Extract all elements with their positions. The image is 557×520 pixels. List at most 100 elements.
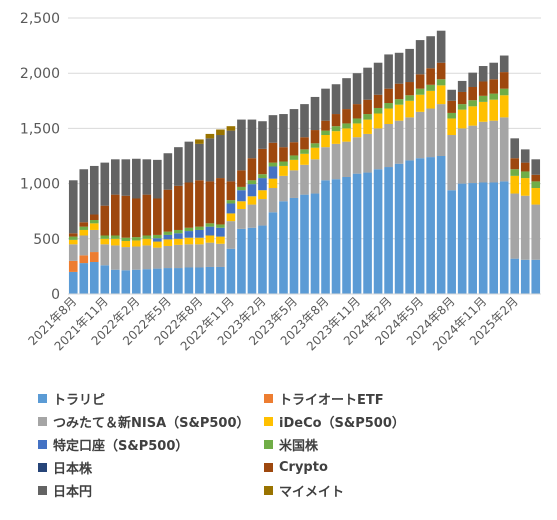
bar-segment bbox=[68, 271, 78, 294]
bar-segment bbox=[142, 245, 152, 270]
bar-segment bbox=[163, 153, 173, 190]
bar-segment bbox=[205, 133, 215, 139]
bar-segment bbox=[110, 238, 120, 246]
bar-stack bbox=[363, 67, 372, 294]
bar-segment bbox=[436, 62, 446, 80]
bar-segment bbox=[331, 84, 341, 115]
legend-item: トライオートETF bbox=[264, 388, 384, 408]
legend-swatch bbox=[38, 416, 47, 426]
bar-segment bbox=[205, 223, 215, 227]
bar-segment bbox=[342, 109, 351, 124]
bar-segment bbox=[195, 143, 204, 181]
bar-segment bbox=[531, 204, 541, 260]
bar-segment bbox=[447, 190, 456, 294]
bar-segment bbox=[363, 67, 372, 100]
bar-segment bbox=[468, 183, 477, 294]
bar-segment bbox=[247, 227, 257, 294]
bar-segment bbox=[205, 266, 215, 294]
bar-segment bbox=[216, 266, 225, 294]
bar-segment bbox=[132, 240, 141, 247]
bar-segment bbox=[321, 88, 330, 121]
bar-segment bbox=[331, 131, 341, 144]
bar-segment bbox=[415, 40, 425, 75]
bar-segment bbox=[258, 121, 267, 149]
bar-segment bbox=[237, 119, 246, 171]
bar-stack bbox=[478, 66, 488, 294]
bar-segment bbox=[384, 88, 393, 104]
bar-segment bbox=[405, 95, 414, 101]
bar-segment bbox=[68, 239, 78, 245]
bar-segment bbox=[489, 182, 499, 294]
bar-segment bbox=[489, 62, 499, 80]
legend-swatch bbox=[264, 439, 273, 449]
bar-segment bbox=[121, 195, 131, 238]
legend-label: 日本株 bbox=[53, 461, 93, 477]
bar-segment bbox=[79, 263, 89, 294]
bar-segment bbox=[352, 137, 362, 174]
bar-stack bbox=[289, 109, 299, 294]
bar-segment bbox=[447, 89, 456, 101]
bar-stack bbox=[447, 89, 456, 294]
bar-stack bbox=[499, 55, 509, 294]
bar-segment bbox=[205, 138, 215, 182]
legend-label: Crypto bbox=[279, 459, 328, 475]
bar-segment bbox=[436, 104, 446, 156]
bar-segment bbox=[205, 235, 215, 243]
bar-segment bbox=[216, 135, 225, 179]
bar-segment bbox=[142, 235, 152, 239]
bar-stack bbox=[520, 149, 530, 294]
bar-segment bbox=[89, 214, 99, 221]
bar-segment bbox=[121, 237, 131, 242]
bar-segment bbox=[520, 171, 530, 179]
bar-segment bbox=[268, 212, 278, 294]
bar-segment bbox=[153, 241, 162, 248]
bar-segment bbox=[352, 73, 362, 105]
legend-item: Crypto bbox=[264, 457, 328, 477]
bar-segment bbox=[405, 117, 414, 161]
bar-stack bbox=[89, 165, 99, 294]
legend-swatch bbox=[264, 393, 273, 403]
bar-segment bbox=[195, 180, 204, 227]
bar-segment bbox=[110, 235, 120, 239]
bar-segment bbox=[457, 104, 467, 110]
bar-stack bbox=[331, 84, 341, 294]
bar-segment bbox=[457, 183, 467, 294]
bar-segment bbox=[321, 130, 330, 136]
bar-segment bbox=[289, 159, 299, 171]
bar-segment bbox=[226, 203, 236, 214]
legend-label: 日本円 bbox=[53, 484, 93, 500]
bar-segment bbox=[373, 94, 383, 108]
bar-segment bbox=[478, 101, 488, 122]
legend-item: 日本円 bbox=[38, 480, 92, 500]
bar-segment bbox=[384, 103, 393, 109]
bar-segment bbox=[258, 174, 267, 179]
bar-segment bbox=[216, 227, 225, 237]
bar-segment bbox=[237, 201, 246, 209]
bar-segment bbox=[174, 185, 183, 230]
bar-segment bbox=[289, 109, 299, 143]
bar-segment bbox=[163, 234, 173, 240]
bar-segment bbox=[436, 156, 446, 294]
bar-segment bbox=[237, 208, 246, 229]
legend-label: 米国株 bbox=[279, 438, 319, 454]
y-tick-label: 500 bbox=[33, 232, 60, 248]
bar-segment bbox=[195, 139, 204, 144]
bar-segment bbox=[279, 147, 288, 162]
bar-segment bbox=[226, 213, 236, 222]
bar-segment bbox=[79, 169, 89, 223]
bar-segment bbox=[457, 109, 467, 129]
legend-label: マイメイト bbox=[279, 484, 345, 500]
bar-segment bbox=[457, 128, 467, 184]
bar-segment bbox=[68, 180, 78, 234]
x-axis: 2021年8月2021年11月2022年2月2022年5月2022年8月2022… bbox=[26, 293, 541, 353]
bar-segment bbox=[163, 239, 173, 246]
bar-segment bbox=[436, 85, 446, 105]
bar-stack bbox=[300, 104, 309, 294]
y-tick-label: 1,000 bbox=[20, 177, 60, 193]
bar-segment bbox=[184, 182, 194, 228]
bar-segment bbox=[394, 120, 404, 164]
bar-segment bbox=[373, 62, 383, 95]
bar-segment bbox=[153, 198, 162, 235]
bar-segment bbox=[237, 186, 246, 191]
bar-segment bbox=[247, 204, 257, 228]
